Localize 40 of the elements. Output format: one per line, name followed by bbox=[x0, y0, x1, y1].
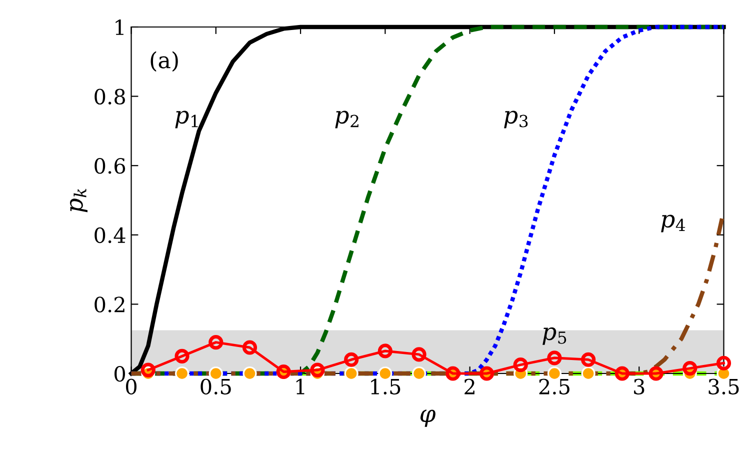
point bbox=[547, 350, 562, 366]
x-tick-label: 2.5 bbox=[539, 378, 570, 394]
x-tick-label: 0 bbox=[126, 378, 136, 394]
point bbox=[242, 366, 257, 381]
point bbox=[581, 366, 596, 381]
point bbox=[682, 361, 698, 376]
point bbox=[174, 348, 190, 364]
x-tick-label: 1.5 bbox=[371, 378, 400, 394]
annotation: p$_{5}$ bbox=[542, 327, 566, 345]
annotation: p$_{2}$ bbox=[335, 110, 358, 128]
y-tick-label: 0.6 bbox=[94, 158, 126, 174]
y-tick-label: 0.4 bbox=[94, 227, 126, 244]
point bbox=[581, 352, 596, 367]
x-tick-label: 2 bbox=[464, 378, 474, 394]
x-tick-label: 1 bbox=[296, 378, 304, 394]
annotation: p$_{3}$ bbox=[504, 110, 528, 128]
point bbox=[344, 352, 359, 367]
point bbox=[344, 366, 358, 381]
point bbox=[716, 356, 732, 370]
point bbox=[412, 366, 426, 381]
point bbox=[242, 340, 258, 355]
y-tick-label: 0 bbox=[114, 366, 126, 382]
point bbox=[513, 358, 528, 372]
x-axis-title: φ bbox=[420, 410, 436, 427]
x-tick-label: 0.5 bbox=[200, 378, 231, 394]
point bbox=[174, 366, 190, 381]
x-tick-label: 3.5 bbox=[708, 378, 739, 394]
point bbox=[378, 344, 392, 358]
y-tick-label: 0.8 bbox=[94, 88, 125, 105]
point bbox=[412, 347, 426, 362]
point bbox=[140, 362, 156, 378]
y-tick-label: 1 bbox=[116, 19, 124, 35]
annotation: p$_{1}$ bbox=[175, 110, 198, 128]
x-tick-label: 3 bbox=[634, 378, 644, 394]
point bbox=[310, 362, 325, 378]
annotation: p$_{4}$ bbox=[661, 214, 686, 232]
y-axis-title: p$_{k}$ bbox=[70, 188, 88, 212]
point bbox=[208, 335, 224, 350]
y-tick-label: 0.2 bbox=[94, 296, 124, 312]
annotation: (a) bbox=[150, 51, 178, 72]
